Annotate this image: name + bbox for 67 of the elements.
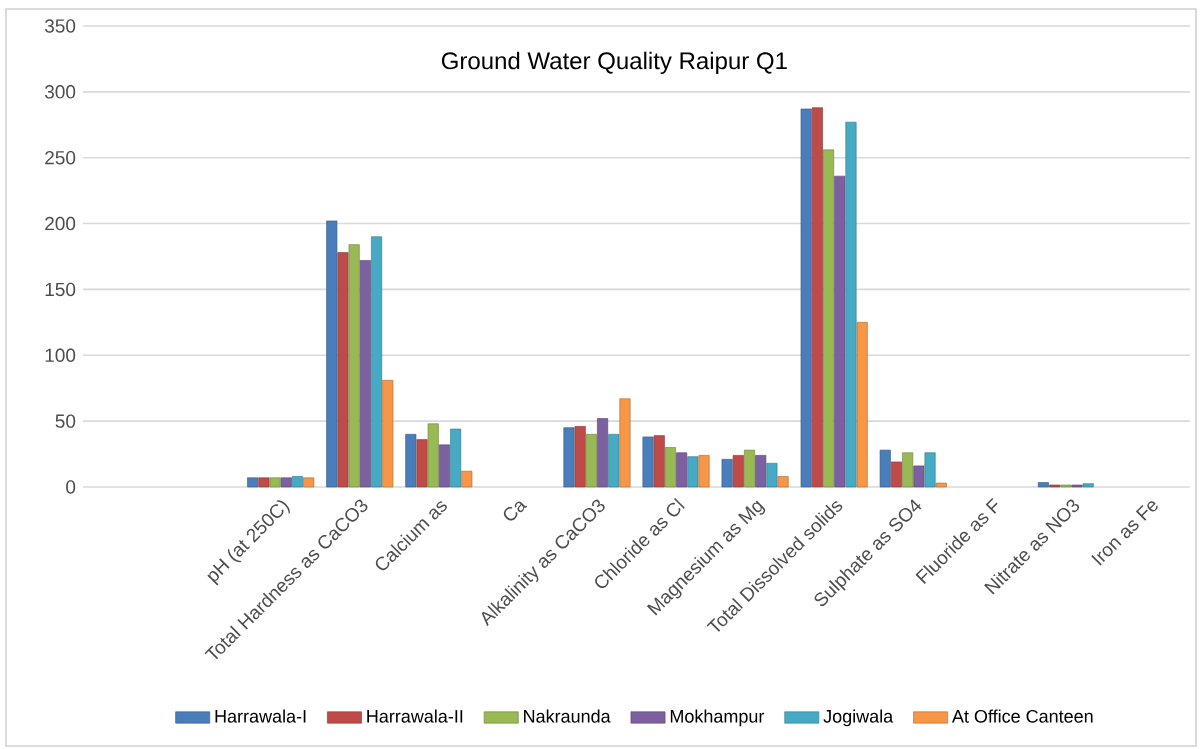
bar xyxy=(845,121,857,488)
bar xyxy=(687,456,699,488)
bar xyxy=(777,476,789,488)
bar xyxy=(890,461,902,488)
legend-label: Nakraunda xyxy=(524,709,611,723)
bar xyxy=(450,428,462,488)
bar xyxy=(902,452,914,488)
x-tick-label: Iron as Fe xyxy=(1091,501,1158,566)
bar xyxy=(563,427,575,488)
bar xyxy=(247,477,259,488)
bar xyxy=(258,477,270,488)
y-tick-label: 350 xyxy=(44,19,76,33)
bar xyxy=(461,470,473,488)
bar xyxy=(280,477,292,488)
bar xyxy=(698,455,710,488)
y-tick-label: 100 xyxy=(45,348,76,362)
bar xyxy=(291,476,303,488)
legend-label: Harrawala-I xyxy=(215,709,306,723)
bar xyxy=(924,452,936,488)
bar xyxy=(856,322,868,488)
bar xyxy=(1082,483,1094,488)
bar xyxy=(269,477,281,488)
legend-label: At Office Canteen xyxy=(951,709,1093,723)
bar xyxy=(653,435,665,488)
legend-label: Harrawala-II xyxy=(367,709,463,723)
bar xyxy=(913,465,925,488)
bar xyxy=(732,455,744,488)
bar xyxy=(744,449,756,488)
bar xyxy=(427,423,439,488)
y-tick-label: 150 xyxy=(45,282,76,297)
bar xyxy=(597,418,609,488)
bar xyxy=(585,434,597,488)
bar xyxy=(574,426,586,488)
bar xyxy=(766,462,778,488)
bar xyxy=(619,398,631,488)
bar xyxy=(811,107,823,488)
y-tick-label: 300 xyxy=(44,85,76,99)
bar xyxy=(800,108,812,488)
bar xyxy=(755,455,767,488)
bar xyxy=(1037,482,1049,488)
bar xyxy=(438,444,450,488)
bar xyxy=(721,459,733,488)
bar xyxy=(608,434,620,488)
legend-label: Mokhampur xyxy=(670,709,765,727)
text: Ground Water Quality Raipur Q1 xyxy=(441,51,787,75)
bar xyxy=(823,149,835,488)
y-tick-label: 0 xyxy=(66,480,76,494)
bar xyxy=(382,380,394,488)
bar xyxy=(416,439,428,488)
bar xyxy=(337,252,349,488)
bar xyxy=(303,477,315,488)
bar xyxy=(348,244,360,488)
bar xyxy=(642,436,654,488)
bar xyxy=(326,220,338,488)
bar xyxy=(935,482,947,488)
legend-label: Jogiwala xyxy=(823,709,894,727)
bar xyxy=(834,175,846,488)
bar xyxy=(879,449,891,488)
bar xyxy=(371,236,383,488)
y-tick-label: 250 xyxy=(45,150,76,165)
y-tick-label: 50 xyxy=(55,414,76,428)
y-tick-label: 200 xyxy=(45,216,76,231)
bar xyxy=(405,434,417,488)
bar xyxy=(359,260,371,488)
bar xyxy=(676,452,688,488)
bar xyxy=(664,447,676,488)
x-tick-label: Ca xyxy=(503,501,528,521)
